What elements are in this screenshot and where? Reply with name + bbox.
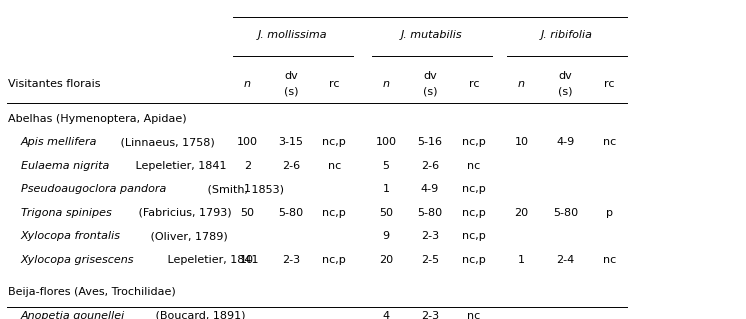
- Text: $n$: $n$: [517, 78, 526, 89]
- Text: Apis mellifera: Apis mellifera: [21, 137, 97, 147]
- Text: Pseudoaugoclora pandora: Pseudoaugoclora pandora: [21, 184, 166, 194]
- Text: 50: 50: [240, 208, 254, 218]
- Text: 5-80: 5-80: [278, 208, 304, 218]
- Text: nc: nc: [467, 161, 480, 171]
- Text: 5-80: 5-80: [418, 208, 442, 218]
- Text: 2-3: 2-3: [421, 231, 439, 241]
- Text: Trigona spinipes: Trigona spinipes: [21, 208, 111, 218]
- Text: J. mollissima: J. mollissima: [258, 30, 327, 41]
- Text: (Boucard, 1891): (Boucard, 1891): [152, 311, 246, 319]
- Text: 2-6: 2-6: [282, 161, 300, 171]
- Text: nc: nc: [603, 255, 615, 264]
- Text: rc: rc: [329, 78, 339, 89]
- Text: 100: 100: [236, 137, 258, 147]
- Text: dv: dv: [423, 71, 437, 81]
- Text: J. ribifolia: J. ribifolia: [541, 30, 593, 41]
- Text: (Fabricius, 1793): (Fabricius, 1793): [135, 208, 232, 218]
- Text: dv: dv: [284, 71, 298, 81]
- Text: (s): (s): [423, 86, 437, 96]
- Text: 4: 4: [383, 311, 389, 319]
- Text: 1: 1: [518, 255, 525, 264]
- Text: nc: nc: [603, 137, 615, 147]
- Text: (Linnaeus, 1758): (Linnaeus, 1758): [117, 137, 215, 147]
- Text: (s): (s): [558, 86, 572, 96]
- Text: Eulaema nigrita: Eulaema nigrita: [21, 161, 109, 171]
- Text: (Smith, 1853): (Smith, 1853): [204, 184, 284, 194]
- Text: Anopetia gounellei: Anopetia gounellei: [21, 311, 125, 319]
- Text: Xylocopa frontalis: Xylocopa frontalis: [21, 231, 121, 241]
- Text: 50: 50: [379, 208, 393, 218]
- Text: nc,p: nc,p: [462, 208, 486, 218]
- Text: 5-80: 5-80: [553, 208, 578, 218]
- Text: nc,p: nc,p: [462, 184, 486, 194]
- Text: Beija-flores (Aves, Trochilidae): Beija-flores (Aves, Trochilidae): [8, 287, 176, 297]
- Text: nc,p: nc,p: [322, 208, 346, 218]
- Text: nc: nc: [467, 311, 480, 319]
- Text: nc,p: nc,p: [462, 137, 486, 147]
- Text: 2-3: 2-3: [421, 311, 439, 319]
- Text: $n$: $n$: [382, 78, 390, 89]
- Text: 2-4: 2-4: [557, 255, 574, 264]
- Text: 20: 20: [379, 255, 393, 264]
- Text: 4-9: 4-9: [557, 137, 574, 147]
- Text: Xylocopa grisescens: Xylocopa grisescens: [21, 255, 134, 264]
- Text: 9: 9: [383, 231, 389, 241]
- Text: 1: 1: [244, 184, 251, 194]
- Text: 20: 20: [514, 208, 528, 218]
- Text: 5-16: 5-16: [418, 137, 442, 147]
- Text: 2-6: 2-6: [421, 161, 439, 171]
- Text: 10: 10: [240, 255, 254, 264]
- Text: 2-3: 2-3: [282, 255, 300, 264]
- Text: 100: 100: [376, 137, 397, 147]
- Text: (s): (s): [284, 86, 298, 96]
- Text: p: p: [606, 208, 612, 218]
- Text: rc: rc: [468, 78, 479, 89]
- Text: 5: 5: [383, 161, 389, 171]
- Text: nc,p: nc,p: [462, 255, 486, 264]
- Text: Lepeletier, 1841: Lepeletier, 1841: [164, 255, 259, 264]
- Text: 1: 1: [383, 184, 389, 194]
- Text: $n$: $n$: [243, 78, 251, 89]
- Text: J. mutabilis: J. mutabilis: [401, 30, 463, 41]
- Text: nc: nc: [327, 161, 341, 171]
- Text: nc,p: nc,p: [322, 137, 346, 147]
- Text: rc: rc: [604, 78, 615, 89]
- Text: 10: 10: [515, 137, 528, 147]
- Text: 4-9: 4-9: [421, 184, 439, 194]
- Text: Lepeletier, 1841: Lepeletier, 1841: [132, 161, 227, 171]
- Text: (Oliver, 1789): (Oliver, 1789): [147, 231, 228, 241]
- Text: Abelhas (Hymenoptera, Apidae): Abelhas (Hymenoptera, Apidae): [8, 114, 186, 124]
- Text: 2-5: 2-5: [421, 255, 439, 264]
- Text: Visitantes florais: Visitantes florais: [8, 78, 101, 89]
- Text: nc,p: nc,p: [462, 231, 486, 241]
- Text: 2: 2: [244, 161, 251, 171]
- Text: dv: dv: [559, 71, 572, 81]
- Text: 3-15: 3-15: [278, 137, 304, 147]
- Text: nc,p: nc,p: [322, 255, 346, 264]
